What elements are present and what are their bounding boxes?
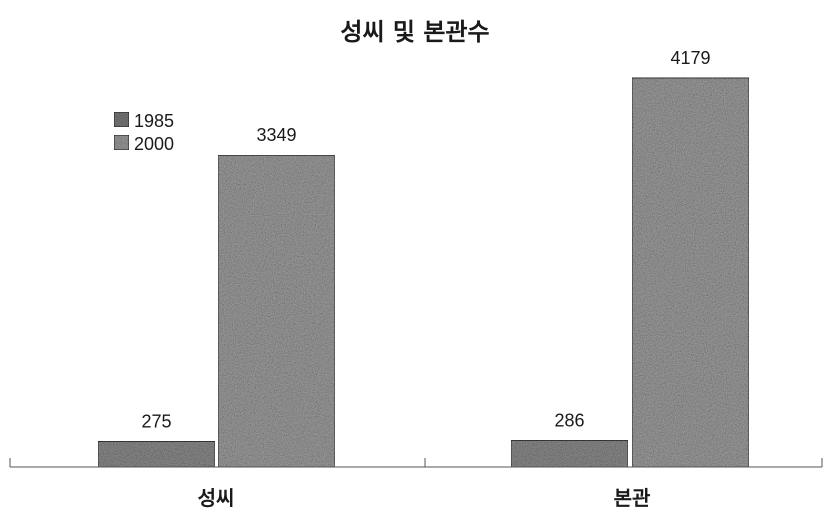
- legend-label-1985: 1985: [134, 111, 174, 131]
- category-label: 성씨: [198, 486, 235, 510]
- category-labels-group: 성씨 본관: [198, 486, 651, 510]
- category-label: 본관: [614, 486, 651, 510]
- value-labels-group: 275 286 3349 4179: [141, 48, 710, 431]
- bar-성씨-1985: [97, 440, 216, 468]
- bars-group: [97, 77, 750, 468]
- value-label: 4179: [670, 48, 710, 68]
- legend-label-2000: 2000: [134, 134, 174, 154]
- legend: 1985 2000: [113, 111, 174, 154]
- value-label: 3349: [256, 125, 296, 145]
- legend-swatch-2000: [113, 134, 130, 151]
- legend-swatch-1985: [113, 111, 130, 128]
- bar-본관-2000: [631, 77, 750, 468]
- value-label: 286: [554, 410, 584, 430]
- bar-본관-1985: [510, 439, 629, 468]
- value-label: 275: [141, 411, 171, 431]
- bar-성씨-2000: [217, 154, 336, 468]
- chart-title: 성씨 및 본관수: [340, 18, 489, 46]
